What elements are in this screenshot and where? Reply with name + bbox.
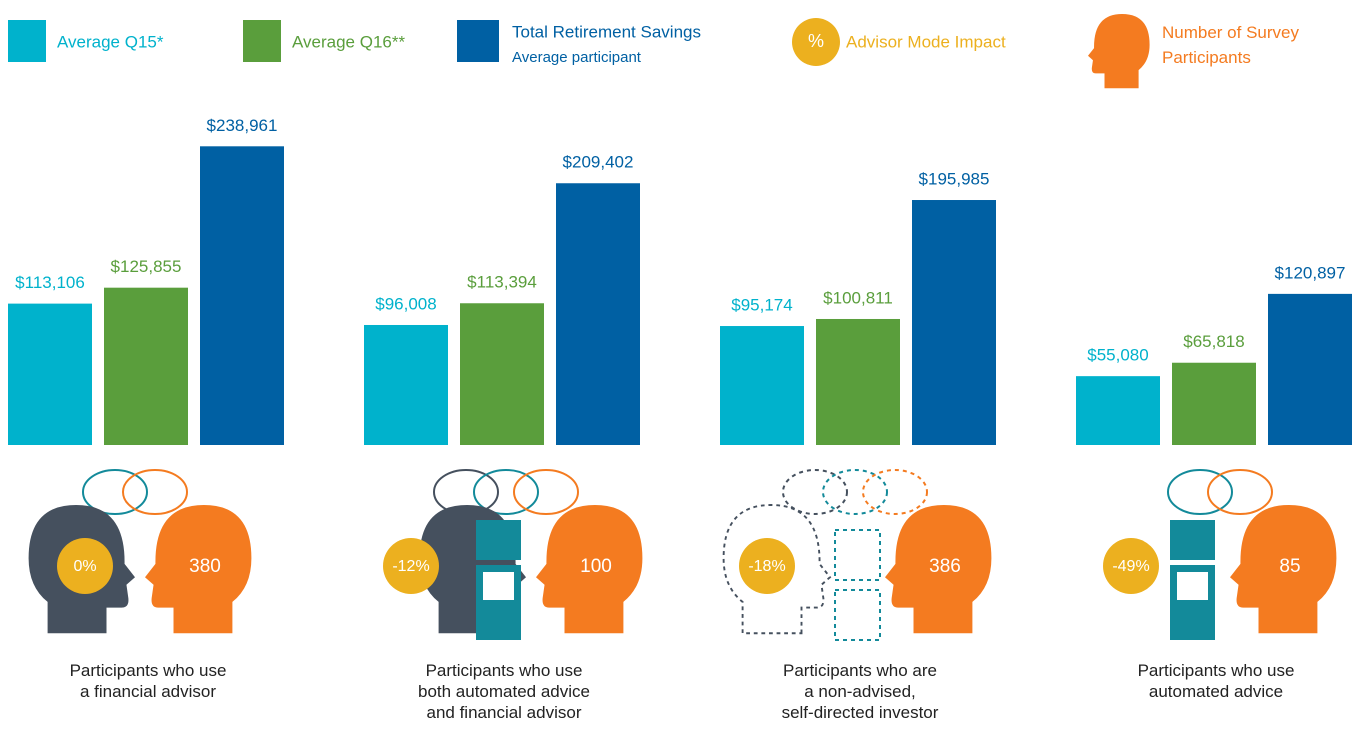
bar xyxy=(720,326,804,445)
bar xyxy=(816,319,900,445)
legend-swatch xyxy=(457,20,499,62)
bar xyxy=(1172,363,1256,445)
category-label: Participants who use both automated advi… xyxy=(384,660,624,723)
device-screen xyxy=(1177,572,1208,600)
bar xyxy=(460,303,544,445)
value-label: $113,394 xyxy=(467,273,537,292)
legend-impact-symbol: % xyxy=(808,31,824,51)
legend-label: Average Q15* xyxy=(57,32,164,51)
impact-label: -49% xyxy=(1112,558,1149,575)
value-label: $125,855 xyxy=(111,257,182,276)
impact-label: 0% xyxy=(73,558,96,575)
value-label: $96,008 xyxy=(375,294,436,313)
speech-bubble xyxy=(1208,470,1272,514)
legend-swatch xyxy=(243,20,281,62)
value-label: $100,811 xyxy=(823,288,893,307)
value-label: $113,106 xyxy=(15,273,85,292)
participants-count: 85 xyxy=(1279,556,1300,577)
value-label: $65,818 xyxy=(1183,332,1244,351)
speech-bubble xyxy=(783,470,847,514)
legend-label: Total Retirement Savings xyxy=(512,22,701,41)
speech-bubble xyxy=(514,470,578,514)
value-label: $209,402 xyxy=(563,153,634,172)
legend-label: Advisor Mode Impact xyxy=(846,32,1006,51)
bar xyxy=(200,146,284,445)
speech-bubble xyxy=(823,470,887,514)
category-label: Participants who use automated advice xyxy=(1096,660,1336,702)
speech-bubble xyxy=(863,470,927,514)
participants-count: 380 xyxy=(189,556,221,577)
bar xyxy=(556,183,640,445)
participants-count: 100 xyxy=(580,556,612,577)
device-icon xyxy=(476,520,521,560)
value-label: $238,961 xyxy=(207,116,278,135)
legend-head-icon xyxy=(1088,14,1150,88)
legend-label: Number of Survey Participants xyxy=(1162,20,1299,70)
device-icon xyxy=(1170,520,1215,560)
category-label: Participants who use a financial advisor xyxy=(28,660,268,702)
bar xyxy=(364,325,448,445)
bar xyxy=(8,304,92,445)
infographic: Average Q15* Average Q16** Total Retiremen… xyxy=(0,0,1362,733)
bar xyxy=(1076,376,1160,445)
value-label: $95,174 xyxy=(731,296,792,315)
device-screen xyxy=(483,572,514,600)
bar xyxy=(912,200,996,445)
category-label: Participants who are a non-advised, self… xyxy=(740,660,980,723)
device-outline xyxy=(835,590,880,640)
speech-bubble xyxy=(1168,470,1232,514)
impact-label: -18% xyxy=(748,558,785,575)
value-label: $120,897 xyxy=(1275,263,1346,282)
chart: Average Q15* Average Q16** Total Retiremen… xyxy=(0,0,1362,733)
device-outline xyxy=(835,530,880,580)
legend-sublabel: Average participant xyxy=(512,49,642,66)
bar xyxy=(1268,294,1352,445)
bar xyxy=(104,288,188,445)
legend-swatch xyxy=(8,20,46,62)
value-label: $55,080 xyxy=(1087,346,1148,365)
participants-count: 386 xyxy=(929,556,961,577)
impact-label: -12% xyxy=(392,558,429,575)
value-label: $195,985 xyxy=(919,170,990,189)
legend-label: Average Q16** xyxy=(292,32,405,51)
speech-bubble xyxy=(123,470,187,514)
